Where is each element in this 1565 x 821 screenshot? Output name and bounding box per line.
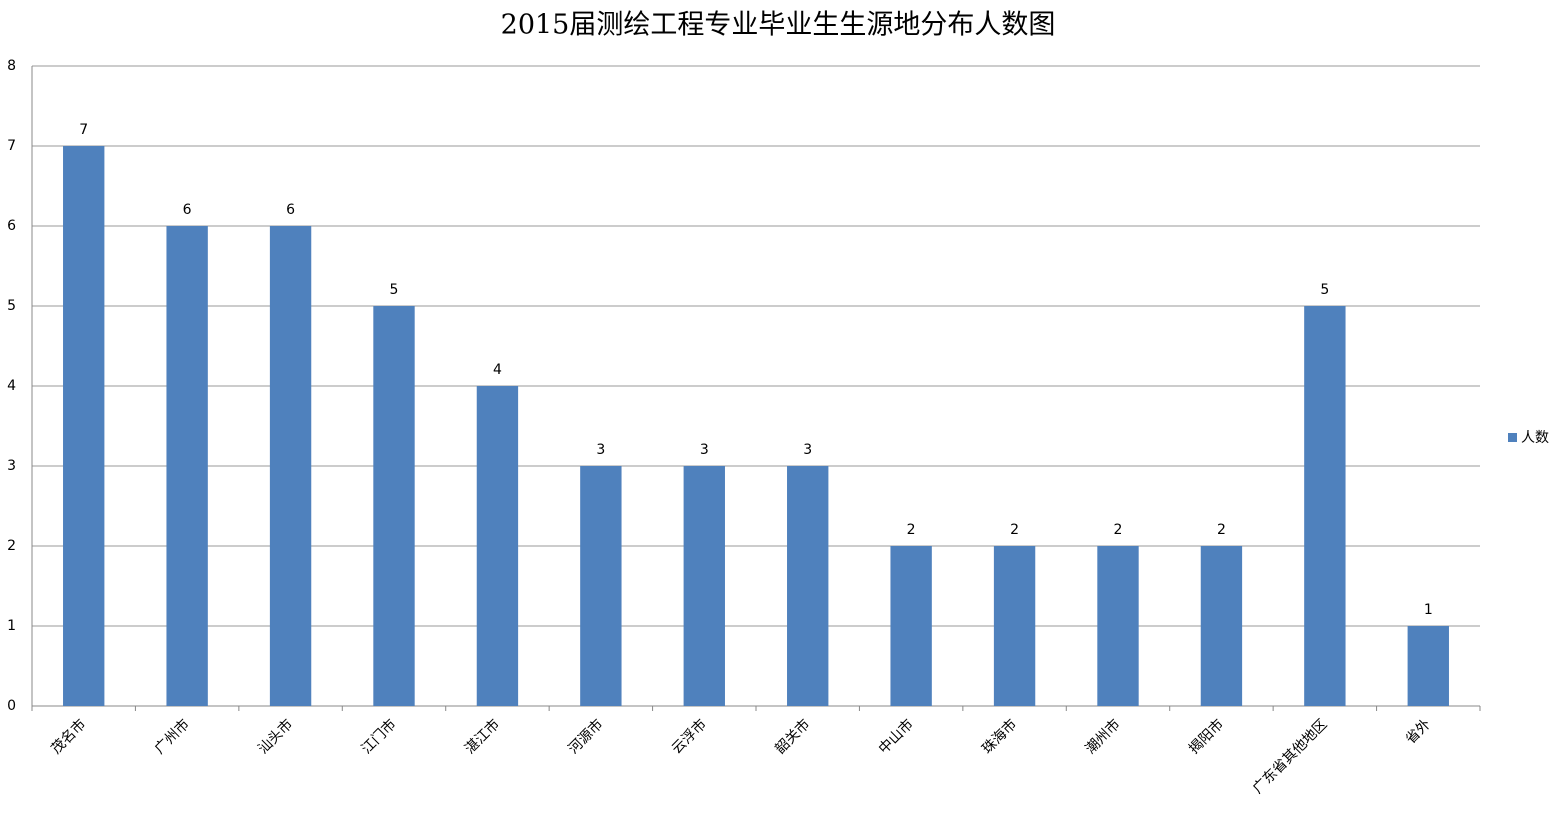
- data-label: 3: [596, 442, 605, 458]
- data-label: 6: [183, 202, 192, 218]
- y-tick-label: 8: [7, 58, 16, 74]
- bar: [683, 466, 725, 706]
- y-tick-label: 2: [7, 538, 16, 554]
- data-label: 5: [390, 282, 399, 298]
- bar: [787, 466, 829, 706]
- data-label: 2: [1217, 522, 1226, 538]
- legend-label: 人数: [1521, 430, 1549, 446]
- y-tick-label: 6: [7, 218, 16, 234]
- bar: [993, 546, 1036, 706]
- data-label: 2: [1010, 522, 1019, 538]
- legend-swatch: [1508, 433, 1517, 442]
- bar: [1304, 306, 1346, 706]
- bar: [476, 386, 519, 706]
- bar: [1097, 546, 1139, 706]
- bar: [1200, 546, 1243, 706]
- bar: [580, 466, 622, 706]
- y-tick-label: 4: [7, 378, 16, 394]
- data-label: 3: [700, 442, 709, 458]
- data-label: 7: [79, 122, 88, 138]
- bar: [373, 306, 415, 706]
- chart-title: 2015届测绘工程专业毕业生生源地分布人数图: [501, 10, 1056, 41]
- data-label: 2: [1114, 522, 1123, 538]
- y-tick-label: 1: [7, 618, 16, 634]
- data-label: 5: [1320, 282, 1329, 298]
- data-label: 3: [803, 442, 812, 458]
- y-tick-label: 5: [7, 298, 16, 314]
- bar: [63, 146, 105, 706]
- bar: [890, 546, 932, 706]
- data-label: 2: [907, 522, 916, 538]
- bar: [269, 226, 312, 706]
- data-label: 6: [286, 202, 295, 218]
- bar: [166, 226, 208, 706]
- bar: [1407, 626, 1449, 706]
- y-tick-label: 7: [7, 138, 16, 154]
- y-tick-label: 0: [7, 698, 16, 714]
- data-label: 1: [1424, 602, 1433, 618]
- data-label: 4: [493, 362, 502, 378]
- y-tick-label: 3: [7, 458, 16, 474]
